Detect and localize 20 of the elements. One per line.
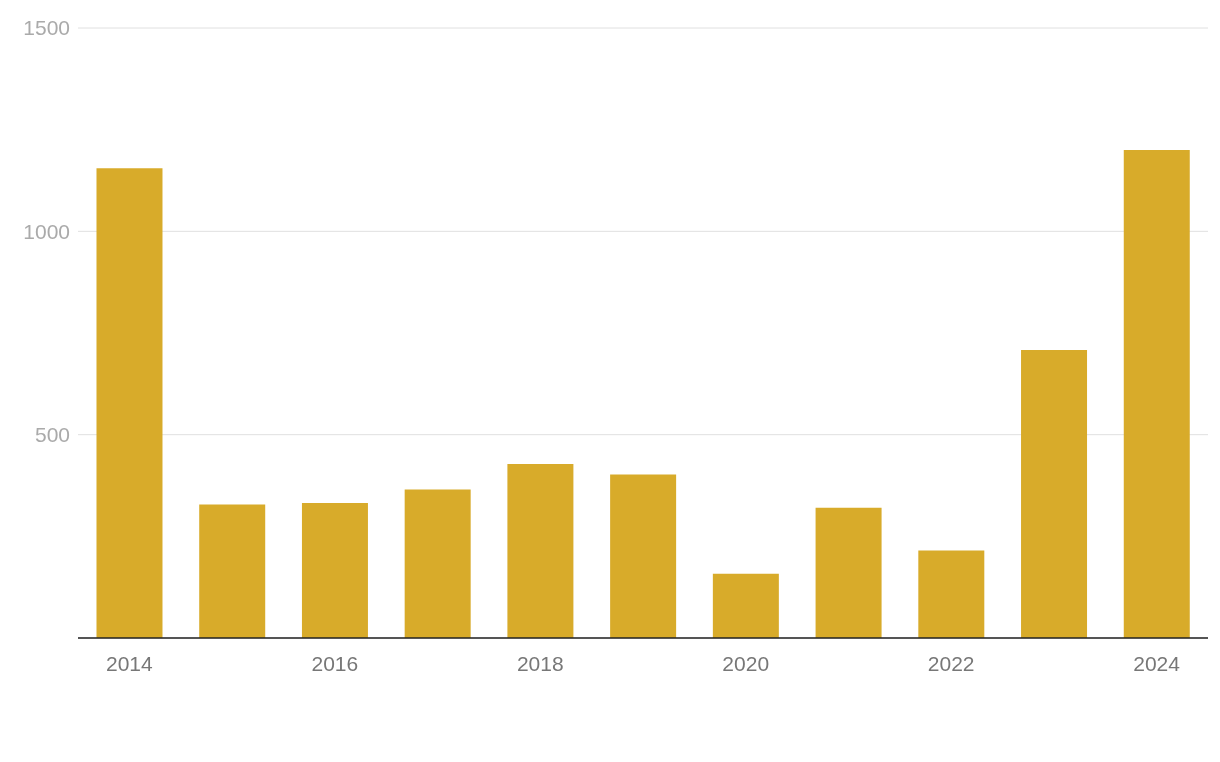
x-tick-label: 2020 [722,651,770,675]
x-tick-label: 2022 [927,651,975,675]
x-tick-label: 2018 [516,651,564,675]
bar [815,507,882,638]
bar [1123,150,1190,638]
bar [610,474,677,638]
x-tick-label: 2016 [311,651,359,675]
bar [301,502,368,638]
bar [507,463,574,638]
x-tick-label: 2014 [106,651,154,675]
x-tick-label: 2024 [1133,651,1181,675]
bar [918,550,985,638]
y-tick-label: 1500 [23,16,70,40]
bar [199,504,266,638]
bar [1021,350,1088,638]
y-tick-label: 1000 [23,219,70,243]
bar [712,573,779,638]
y-tick-label: 500 [34,423,70,447]
bar [404,489,471,638]
bar [96,168,163,638]
